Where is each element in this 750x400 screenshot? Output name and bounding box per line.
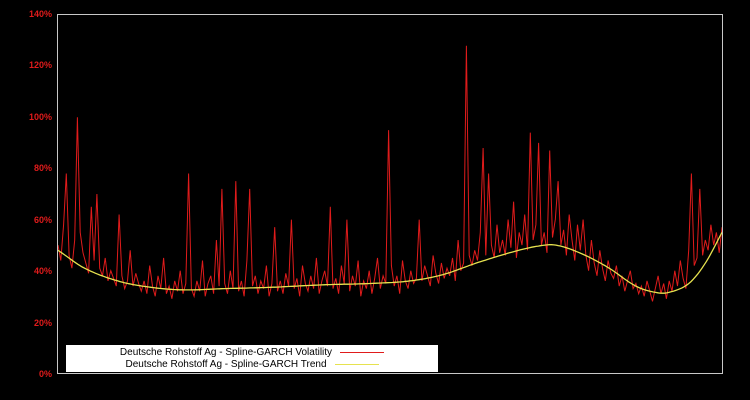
legend-label-volatility: Deutsche Rohstoff Ag - Spline-GARCH Vola…	[119, 346, 333, 358]
y-axis-label: 120%	[28, 60, 52, 71]
plot-area: Deutsche Rohstoff Ag - Spline-GARCH Vola…	[57, 14, 723, 374]
legend-entry-volatility: Deutsche Rohstoff Ag - Spline-GARCH Vola…	[66, 346, 438, 358]
legend-line-volatility-icon	[340, 351, 385, 353]
series-volatility-line	[58, 45, 722, 302]
y-axis-label: 40%	[33, 266, 52, 277]
y-axis-label: 20%	[33, 317, 52, 328]
y-axis-label: 140%	[28, 9, 52, 19]
y-axis-label: 80%	[33, 163, 52, 174]
series-trend-line	[58, 232, 722, 294]
y-axis-label: 60%	[33, 214, 52, 225]
y-axis-label: 100%	[28, 111, 52, 122]
y-axis-label: 0%	[38, 369, 52, 379]
legend: Deutsche Rohstoff Ag - Spline-GARCH Vola…	[66, 345, 438, 372]
series-canvas	[58, 45, 722, 302]
legend-label-trend: Deutsche Rohstoff Ag - Spline-GARCH Tren…	[125, 358, 327, 370]
legend-entry-trend: Deutsche Rohstoff Ag - Spline-GARCH Tren…	[66, 358, 438, 370]
legend-line-trend-icon	[334, 363, 379, 365]
